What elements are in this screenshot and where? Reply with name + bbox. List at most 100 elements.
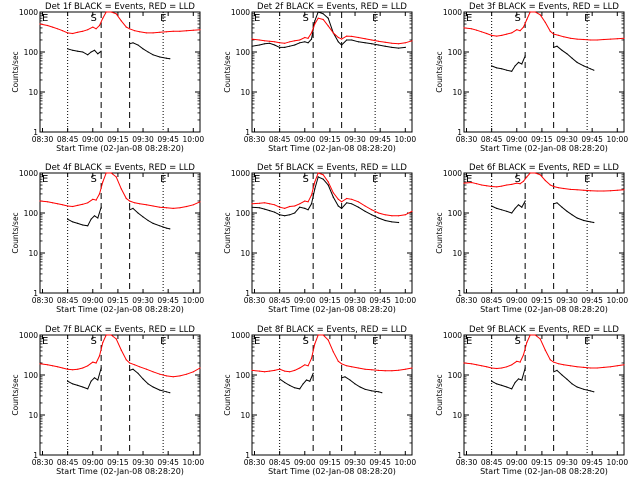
panel-6-y-tick-label: 1000 [443, 169, 462, 178]
panel-9-events-point [553, 371, 555, 373]
panel-3-events-point [593, 69, 595, 71]
panel-8-events-point [344, 376, 346, 378]
panel-2-lld-point [314, 23, 316, 25]
panel-7-x-tick-label: 10:00 [182, 458, 204, 467]
panel-5-events-point [274, 211, 276, 213]
panel-2-events-point [404, 46, 406, 49]
panel-6-lld-point [623, 189, 625, 191]
panel-8-events-point [284, 381, 286, 384]
panel-9-events-point [571, 383, 573, 385]
panel-5-lld-point [274, 204, 276, 206]
panel-2-events-point [310, 38, 313, 40]
panel-5-events-point [322, 178, 324, 180]
panel-3-lld-point [463, 27, 465, 29]
panel-2-lld-point [322, 18, 324, 21]
panel-2-events-point [294, 44, 296, 46]
panel-5-events-point [357, 206, 359, 208]
panel-3-lld-point [526, 18, 528, 21]
panel-8-events-point [359, 386, 361, 388]
panel-8-lld-point [299, 367, 301, 369]
panel-2-y-tick-label: 1000 [231, 8, 250, 17]
panel-9-lld-point [623, 364, 625, 366]
panel-6-lld-point [501, 185, 503, 187]
panel-4-lld-point [145, 204, 147, 206]
panel-5-x-tick-label: 08:45 [269, 296, 291, 305]
panel-5-ylabel: Counts/sec [223, 212, 232, 253]
panel-8-lld-point [391, 370, 393, 372]
panel-8-axes-frame [251, 334, 413, 456]
panel-7-lld-point [145, 368, 147, 370]
panel-8-events-point [289, 384, 291, 386]
panel-4-lld-point [159, 206, 161, 208]
panel-8-x-tick-label: 08:45 [269, 458, 291, 467]
panel-1-lld-point [192, 29, 194, 31]
panel-8-events-point [377, 391, 380, 393]
panel-3-ylabel: Counts/sec [435, 51, 444, 92]
panel-3-marker-s: S [514, 13, 520, 24]
panel-9-lld-point [511, 364, 513, 366]
panel-9-events-series-line [491, 367, 594, 393]
panel-8-lld-point [251, 369, 253, 371]
panel-4-xlabel: Start Time (02-Jan-08 08:28:20) [56, 305, 184, 314]
panel-1-lld-point [105, 11, 107, 13]
panel-7-lld-series-line [39, 334, 201, 378]
panel-7-events-point [90, 380, 92, 382]
panel-5-events-point [398, 221, 400, 224]
panel-7-lld-point [46, 364, 49, 366]
panel-5-lld-point [332, 192, 334, 194]
panel-2-events-point [314, 20, 316, 22]
panel-3-marker-e-right: E [584, 13, 590, 24]
panel-8-lld-point [307, 365, 309, 367]
panel-3-x-tick-label: 08:30 [456, 135, 478, 144]
panel-2-events-series-line [251, 11, 406, 49]
panel-2-events-point [322, 13, 324, 15]
panel-2-lld-point [251, 38, 253, 40]
panel-9-lld-point [463, 362, 465, 364]
panel-9-ylabel: Counts/sec [435, 374, 444, 415]
panel-8-marker-s: S [302, 336, 308, 347]
panel-5-events-point [371, 214, 373, 216]
panel-2-lld-point [269, 40, 271, 42]
panel-8-x-tick-label: 10:00 [394, 458, 416, 467]
panel-7-lld-point [102, 341, 104, 344]
panel-2-events-point [371, 43, 373, 45]
panel-6-lld-series-line [463, 172, 625, 192]
panel-5-lld-point [341, 201, 343, 203]
panel-8-lld-point [279, 368, 281, 370]
panel-4-lld-point [95, 199, 97, 201]
panel-4-events-point [132, 207, 134, 209]
panel-7-lld-point [39, 363, 41, 365]
panel-6-events-point [511, 212, 513, 214]
panel-2-events-point [279, 46, 281, 49]
panel-5-events-point [304, 207, 306, 209]
panel-4-y-tick-label: 100 [24, 209, 39, 218]
panel-5-marker-e-right: E [372, 174, 378, 185]
panel-8-events-point [341, 377, 343, 379]
panel-3-axes-frame [463, 11, 625, 133]
panel-4-lld-point [125, 197, 127, 200]
panel-9-y-tick-label: 1 [457, 451, 462, 460]
panel-4-lld-point [87, 202, 89, 204]
panel-1-title: Det 1f BLACK = Events, RED = LLD [45, 2, 195, 12]
panel-1-events-point [142, 48, 144, 50]
panel-4-events-point [147, 219, 149, 222]
panel-1-events-point [165, 57, 168, 59]
panel-7-lld-point [115, 338, 117, 340]
panel-9-axes-frame [463, 334, 625, 456]
panel-5-events-point [377, 217, 380, 219]
panel-4-lld-point [110, 172, 112, 174]
panel-8-xlabel: Start Time (02-Jan-08 08:28:20) [268, 467, 396, 476]
panel-6-axes-frame [463, 172, 625, 294]
panel-4-lld-point [165, 207, 168, 209]
panel-6-lld-point [529, 172, 531, 174]
panel-8-lld-point [337, 360, 339, 362]
panel-8-events-point [312, 372, 314, 374]
panel-3-lld-point [616, 38, 618, 40]
panel-3-lld-point [576, 38, 578, 40]
panel-1-events-point [137, 44, 139, 46]
panel-5-lld-point [337, 198, 339, 200]
panel-1-events-point [147, 51, 149, 53]
panel-4-events-point [129, 209, 131, 211]
panel-5-axes-frame [251, 172, 413, 294]
panel-5-lld-point [284, 207, 286, 209]
